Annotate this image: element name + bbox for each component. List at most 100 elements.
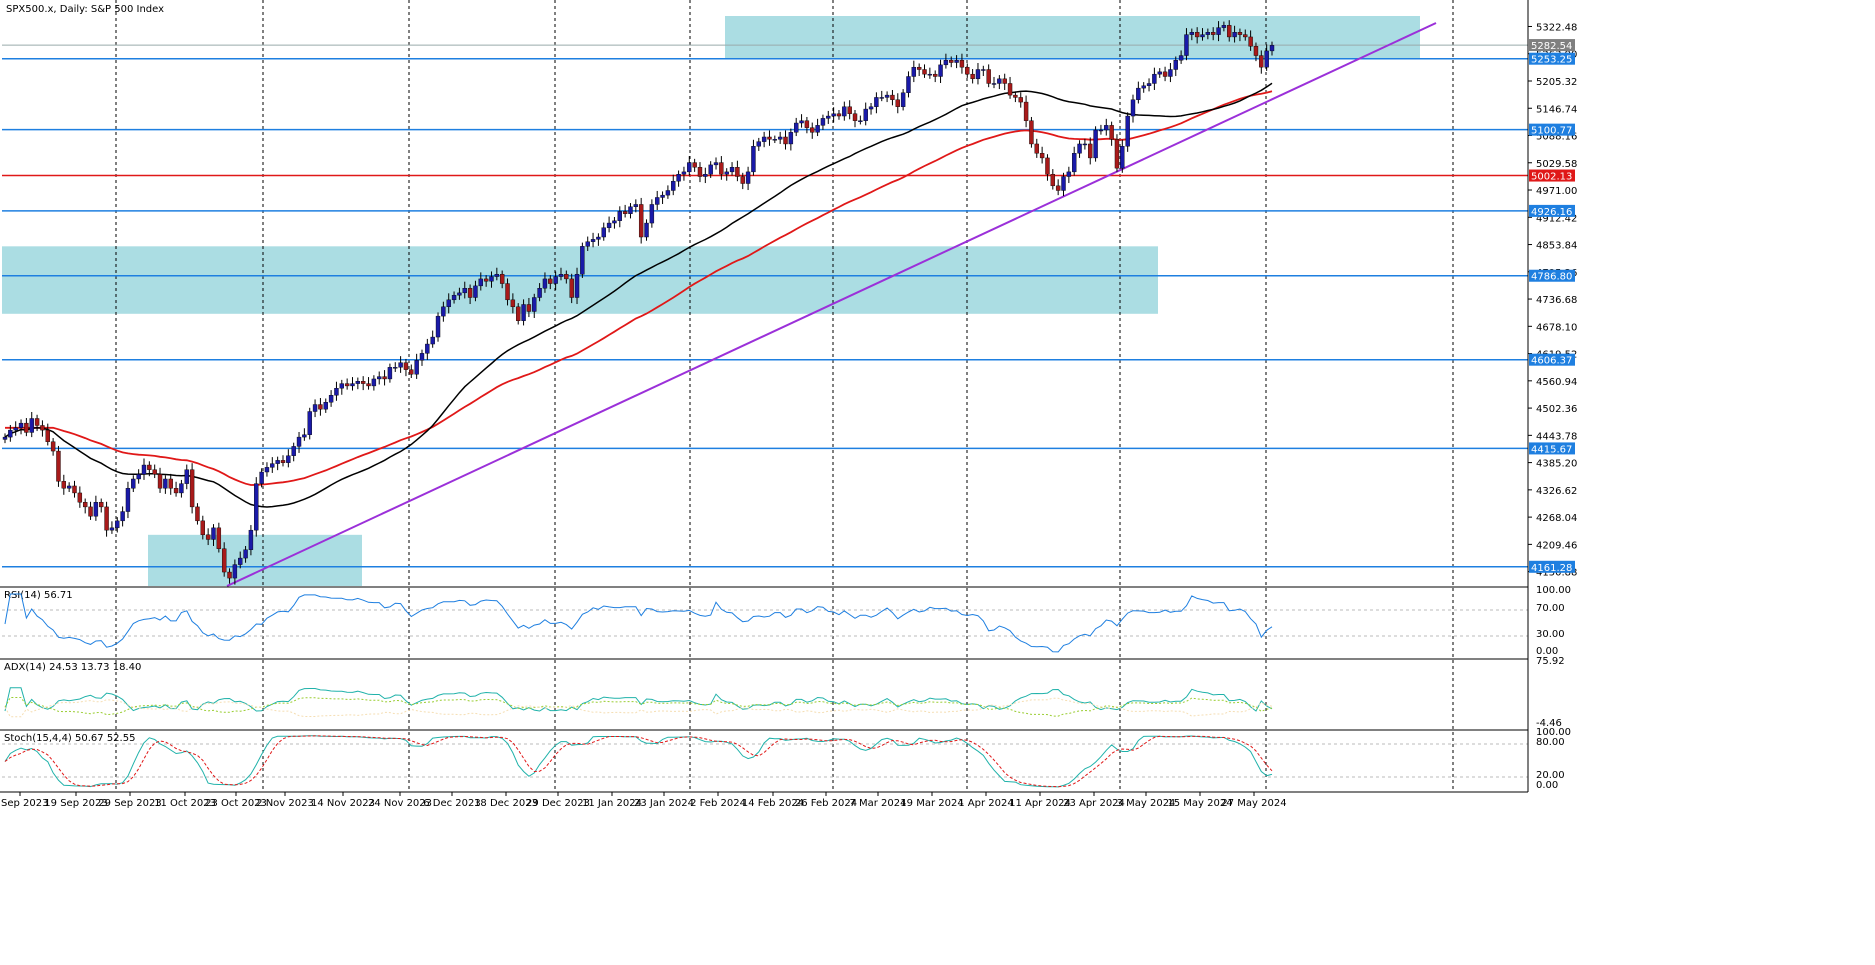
adx-minus-di-line xyxy=(4,697,1273,718)
candle-body-188 xyxy=(1007,83,1013,96)
time-label-14: 14 Feb 2024 xyxy=(742,798,804,809)
candle-body-163 xyxy=(874,97,879,107)
candle-body-202 xyxy=(1082,143,1088,146)
candle-body-23 xyxy=(125,488,131,512)
candle-body-164 xyxy=(879,97,884,99)
candle-body-135 xyxy=(724,171,729,175)
candle-body-149 xyxy=(799,120,804,124)
candle-body-7 xyxy=(40,425,45,431)
candle-body-140 xyxy=(751,146,756,173)
time-label-21: 3 May 2024 xyxy=(1117,798,1176,809)
candle-body-227 xyxy=(1216,27,1221,35)
candle-body-198 xyxy=(1061,176,1066,191)
candle-body-233 xyxy=(1248,36,1253,47)
candle-body-59 xyxy=(318,404,323,410)
candle-body-3 xyxy=(18,422,24,428)
candle-body-100 xyxy=(537,288,542,298)
candle-body-76 xyxy=(409,369,414,375)
candle-body-61 xyxy=(328,395,334,403)
candle-body-204 xyxy=(1093,129,1098,159)
candle-body-184 xyxy=(986,69,991,84)
candle-body-128 xyxy=(687,162,692,173)
candle-body-14 xyxy=(77,492,83,503)
time-label-18: 1 Apr 2024 xyxy=(958,798,1013,809)
candle-body-12 xyxy=(66,485,72,489)
candle-body-130 xyxy=(697,167,703,177)
adx-axis-label-0: 75.92 xyxy=(1536,656,1565,667)
candle-body-154 xyxy=(826,115,831,119)
candle-body-225 xyxy=(1205,32,1211,35)
stoch-main-line xyxy=(4,735,1273,788)
candle-body-134 xyxy=(719,162,724,175)
candle-body-146 xyxy=(783,136,788,145)
time-label-4: 23 Oct 2023 xyxy=(205,798,267,809)
candle-body-129 xyxy=(692,162,697,168)
candle-body-66 xyxy=(355,381,361,384)
stoch-signal-line xyxy=(4,735,1273,788)
candle-body-10 xyxy=(56,450,61,482)
candle-body-101 xyxy=(542,278,548,289)
candle-body-187 xyxy=(1002,78,1007,84)
candle-body-47 xyxy=(254,483,259,531)
candle-body-217 xyxy=(1162,71,1168,77)
candle-body-173 xyxy=(927,73,933,76)
candle-body-172 xyxy=(922,69,927,75)
candle-body-58 xyxy=(312,404,318,412)
candle-body-152 xyxy=(815,125,820,133)
candle-body-9 xyxy=(50,441,56,452)
candle-body-191 xyxy=(1023,101,1029,121)
time-label-16: 7 Mar 2024 xyxy=(849,798,906,809)
level-tag-7: 4161.28 xyxy=(1531,563,1572,574)
candle-body-109 xyxy=(585,241,590,247)
candle-body-175 xyxy=(938,64,943,77)
time-label-0: 7 Sep 2023 xyxy=(0,798,49,809)
candle-body-222 xyxy=(1189,32,1195,35)
candle-body-40 xyxy=(216,527,222,549)
price-label-4: 5088.16 xyxy=(1536,132,1577,143)
candle-body-2 xyxy=(13,427,18,431)
candle-body-90 xyxy=(483,278,489,282)
candle-body-22 xyxy=(120,511,125,522)
candle-body-174 xyxy=(933,73,938,77)
level-tag-3: 4926.16 xyxy=(1531,207,1572,218)
candle-body-150 xyxy=(804,120,810,128)
rsi-line xyxy=(4,593,1273,653)
candle-body-11 xyxy=(61,481,67,489)
candle-body-85 xyxy=(457,292,462,296)
candle-body-182 xyxy=(975,69,981,80)
candle-body-110 xyxy=(590,239,596,242)
candle-body-112 xyxy=(601,227,606,238)
candle-body-52 xyxy=(280,460,286,463)
candle-body-208 xyxy=(1114,139,1120,169)
candle-body-42 xyxy=(227,571,232,579)
candle-body-156 xyxy=(836,113,842,117)
time-label-5: 2 Nov 2023 xyxy=(256,798,314,809)
candle-body-148 xyxy=(794,122,799,133)
zone-0 xyxy=(725,16,1420,59)
candle-body-226 xyxy=(1210,32,1216,35)
candle-body-26 xyxy=(141,464,147,475)
candle-body-161 xyxy=(863,108,868,121)
candle-body-236 xyxy=(1264,50,1269,68)
moving-averages-layer xyxy=(4,82,1273,508)
candle-body-97 xyxy=(521,304,526,321)
candle-body-157 xyxy=(842,106,847,117)
time-label-23: 27 May 2024 xyxy=(1221,798,1286,809)
candle-body-67 xyxy=(360,381,366,384)
candle-body-92 xyxy=(494,274,500,277)
candle-body-46 xyxy=(248,529,254,550)
trendline xyxy=(226,22,1437,587)
candle-body-25 xyxy=(136,474,141,480)
time-label-3: 11 Oct 2023 xyxy=(154,798,216,809)
price-label-19: 4209.46 xyxy=(1536,540,1577,551)
level-tag-5: 4606.37 xyxy=(1531,356,1572,367)
candle-body-64 xyxy=(344,383,350,387)
candle-body-132 xyxy=(708,164,713,175)
candle-body-201 xyxy=(1077,143,1082,154)
price-label-0: 5322.48 xyxy=(1536,22,1577,33)
adx-main-line xyxy=(4,687,1273,712)
stoch-axis-label-0: 100.00 xyxy=(1536,727,1571,738)
candle-body-49 xyxy=(264,467,270,473)
